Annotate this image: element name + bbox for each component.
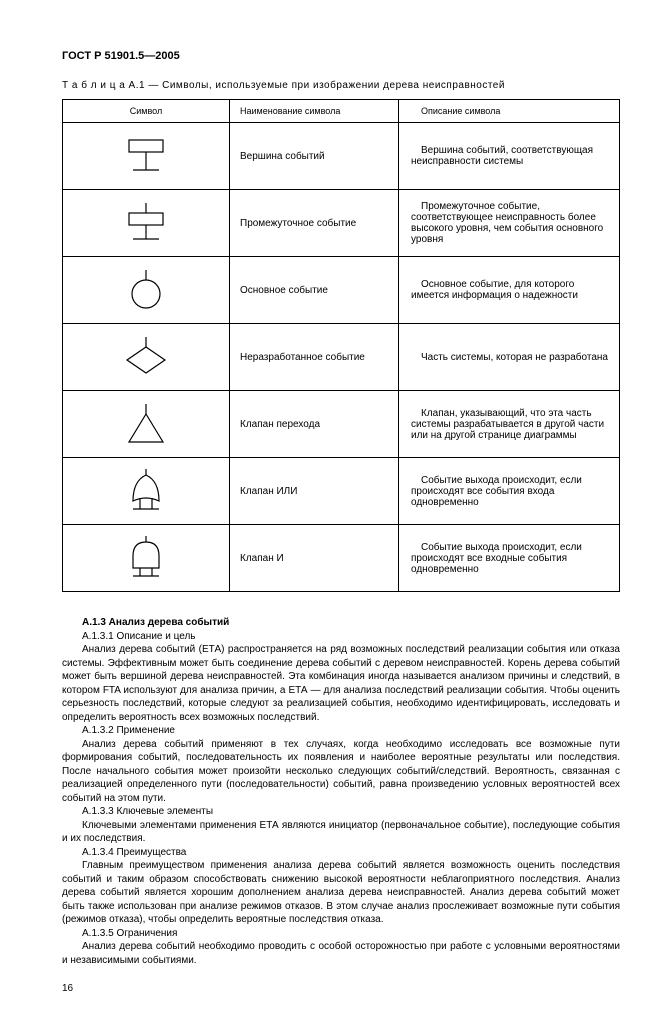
and-gate-icon — [111, 534, 181, 582]
paragraph: Ключевыми элементами применения ЕТА явля… — [62, 819, 620, 846]
th-symbol: Символ — [63, 100, 230, 123]
paragraph: Анализ дерева событий применяют в тех сл… — [62, 738, 620, 806]
table-row: Вершина событий Вершина событий, соответ… — [63, 123, 620, 190]
cell-desc: Промежуточное событие, соответствующее н… — [399, 190, 620, 257]
cell-name: Клапан И — [230, 525, 399, 592]
section-heading: А.1.3 Анализ дерева событий — [62, 616, 620, 630]
th-name: Наименование символа — [230, 100, 399, 123]
subsection-heading: А.1.3.4 Преимущества — [62, 846, 620, 860]
cell-desc: Часть системы, которая не разработана — [399, 324, 620, 391]
subsection-heading: А.1.3.3 Ключевые элементы — [62, 805, 620, 819]
table-caption: Т а б л и ц а А.1 — Символы, используемы… — [62, 80, 620, 91]
th-description: Описание символа — [399, 100, 620, 123]
cell-desc: Основное событие, для которого имеется и… — [399, 257, 620, 324]
table-row: Промежуточное событие Промежуточное собы… — [63, 190, 620, 257]
paragraph: Анализ дерева событий (ЕТА) распространя… — [62, 643, 620, 724]
cell-name: Неразработанное событие — [230, 324, 399, 391]
subsection-heading: А.1.3.2 Применение — [62, 724, 620, 738]
cell-desc: Событие выхода происходит, если происход… — [399, 525, 620, 592]
table-row: Клапан ИЛИ Событие выхода происходит, ес… — [63, 458, 620, 525]
intermediate-event-icon — [111, 199, 181, 247]
top-event-icon — [111, 132, 181, 180]
document-id: ГОСТ Р 51901.5—2005 — [62, 50, 620, 62]
table-header-row: Символ Наименование символа Описание сим… — [63, 100, 620, 123]
subsection-heading: А.1.3.5 Ограничения — [62, 927, 620, 941]
cell-desc: Вершина событий, соответствующая неиспра… — [399, 123, 620, 190]
undeveloped-event-icon — [111, 333, 181, 381]
cell-name: Клапан ИЛИ — [230, 458, 399, 525]
subsection-heading: А.1.3.1 Описание и цель — [62, 630, 620, 644]
symbols-table: Символ Наименование символа Описание сим… — [62, 99, 620, 592]
paragraph: Анализ дерева событий необходимо проводи… — [62, 940, 620, 967]
basic-event-icon — [111, 266, 181, 314]
cell-name: Основное событие — [230, 257, 399, 324]
cell-name: Промежуточное событие — [230, 190, 399, 257]
transfer-gate-icon — [111, 400, 181, 448]
cell-name: Вершина событий — [230, 123, 399, 190]
table-row: Клапан И Событие выхода происходит, если… — [63, 525, 620, 592]
page-number: 16 — [62, 983, 620, 994]
body-text: А.1.3 Анализ дерева событий А.1.3.1 Опис… — [62, 616, 620, 967]
cell-desc: Клапан, указывающий, что эта часть систе… — [399, 391, 620, 458]
or-gate-icon — [111, 467, 181, 515]
table-row: Неразработанное событие Часть системы, к… — [63, 324, 620, 391]
document-page: ГОСТ Р 51901.5—2005 Т а б л и ц а А.1 — … — [0, 0, 662, 1024]
table-row: Основное событие Основное событие, для к… — [63, 257, 620, 324]
paragraph: Главным преимуществом применения анализа… — [62, 859, 620, 927]
cell-name: Клапан перехода — [230, 391, 399, 458]
table-row: Клапан перехода Клапан, указывающий, что… — [63, 391, 620, 458]
cell-desc: Событие выхода происходит, если происход… — [399, 458, 620, 525]
